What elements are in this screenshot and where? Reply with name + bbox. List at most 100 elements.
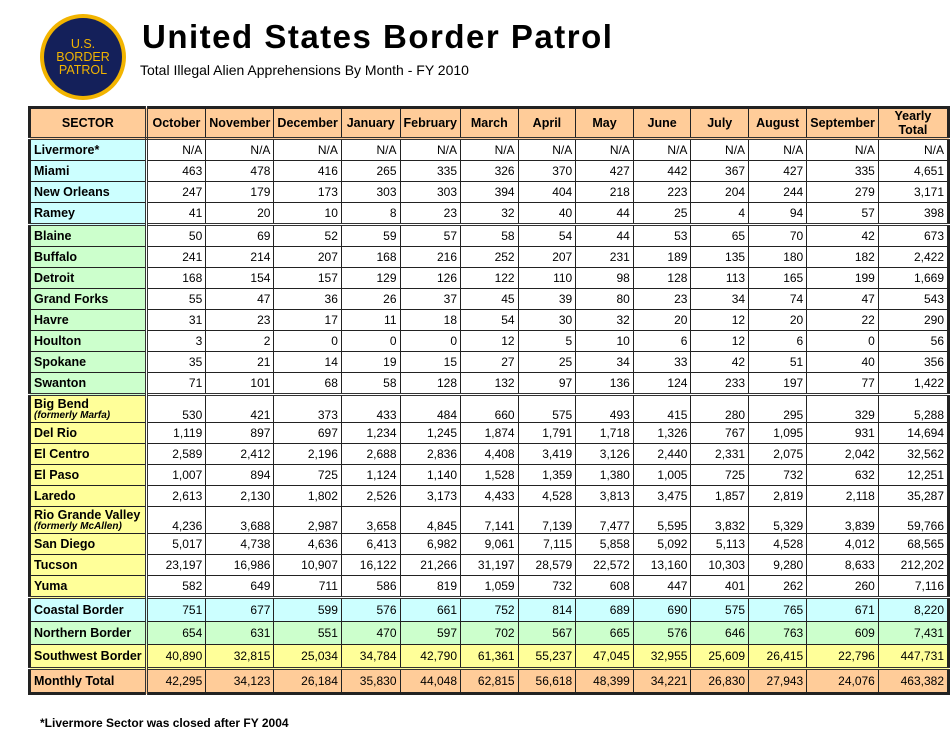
month-value-cell: 394: [460, 181, 519, 203]
month-value-cell: 2,130: [205, 485, 275, 507]
table-row: Monthly Total 42,295 34,123 26,184 35,830 44,…: [29, 667, 950, 694]
month-value-cell: 0: [340, 330, 401, 352]
sector-name: El Centro: [29, 443, 148, 465]
month-value-cell: 10,303: [690, 554, 750, 576]
month-value-cell: 26,415: [748, 644, 808, 669]
table-row: Livermore* N/A N/A N/A N/A N/A N/A N/A N/A N/A N/A…: [29, 138, 950, 161]
table-row: Houlton 3 2 0 0 0 12 5 10 6 12 6 0 56: [29, 330, 950, 352]
month-value-cell: 10: [273, 202, 342, 225]
sector-label: Tucson: [34, 558, 78, 572]
month-value-cell: 197: [748, 372, 808, 395]
month-value-cell: 33: [632, 351, 692, 373]
table-row: San Diego 5,017 4,738 4,636 6,413 6,982 9,061 7…: [29, 533, 950, 555]
sector-label: Swanton: [34, 376, 87, 390]
month-value-cell: 767: [690, 422, 750, 444]
month-value-cell: 3,419: [517, 443, 577, 465]
month-value-cell: 725: [273, 464, 342, 486]
month-value-cell: 646: [690, 621, 750, 645]
yearly-total-cell: 463,382: [877, 667, 950, 694]
month-value-cell: 484: [399, 393, 461, 423]
sector-label: Detroit: [34, 271, 75, 285]
month-value-cell: 1,140: [399, 464, 461, 486]
month-value-cell: 34: [690, 288, 750, 310]
month-value-cell: 12: [460, 330, 519, 352]
sector-label: Yuma: [34, 579, 68, 593]
column-header: February: [399, 107, 461, 140]
month-value-cell: 18: [399, 309, 461, 331]
yearly-total-cell: 212,202: [877, 554, 950, 576]
sector-label: El Paso: [34, 468, 80, 482]
table-row: Blaine 50 69 52 59 57 58 54 44 53 65 70 42 673: [29, 223, 950, 247]
table-row: Northern Border 654 631 551 470 597 702 567 665 5…: [29, 621, 950, 645]
month-value-cell: N/A: [205, 138, 275, 161]
month-value-cell: 6,982: [399, 533, 461, 555]
month-value-cell: 732: [517, 575, 577, 598]
month-value-cell: 3,839: [806, 506, 879, 534]
month-value-cell: 370: [517, 160, 577, 182]
month-value-cell: 530: [145, 393, 207, 423]
column-header: January: [340, 107, 401, 140]
month-value-cell: 77: [806, 372, 879, 395]
month-value-cell: 54: [517, 223, 577, 247]
month-value-cell: 2,987: [273, 506, 342, 534]
month-value-cell: 2,819: [748, 485, 808, 507]
month-value-cell: 575: [517, 393, 577, 423]
month-value-cell: 40: [806, 351, 879, 373]
yearly-total-cell: 4,651: [877, 160, 950, 182]
month-value-cell: 551: [273, 621, 342, 645]
table-header-row: SECTOR October November December January Febr…: [29, 107, 950, 140]
month-value-cell: N/A: [399, 138, 461, 161]
month-value-cell: N/A: [340, 138, 401, 161]
column-header: April: [517, 107, 577, 140]
month-value-cell: 2,118: [806, 485, 879, 507]
month-value-cell: 1,095: [748, 422, 808, 444]
table-row: Rio Grande Valley (formerly McAllen) 4,236…: [29, 506, 950, 534]
sector-name: Houlton: [29, 330, 148, 352]
sector-label: Big Bend: [34, 397, 89, 411]
month-value-cell: 7,477: [575, 506, 634, 534]
yearly-total-cell: 447,731: [877, 644, 950, 669]
month-value-cell: 20: [748, 309, 808, 331]
month-value-cell: 241: [145, 246, 207, 268]
month-value-cell: 599: [273, 596, 342, 622]
month-value-cell: 56,618: [517, 667, 577, 694]
yearly-total-cell: 290: [877, 309, 950, 331]
month-value-cell: 173: [273, 181, 342, 203]
month-value-cell: 25: [517, 351, 577, 373]
month-value-cell: 4,528: [748, 533, 808, 555]
month-value-cell: 586: [340, 575, 401, 598]
sector-label: Blaine: [34, 229, 72, 243]
month-value-cell: 223: [632, 181, 692, 203]
month-value-cell: 260: [806, 575, 879, 598]
month-value-cell: 36: [273, 288, 342, 310]
sector-label: Rio Grande Valley: [34, 508, 141, 522]
month-value-cell: 2,042: [806, 443, 879, 465]
month-value-cell: 244: [748, 181, 808, 203]
logo-text-us: U.S.: [70, 36, 96, 51]
month-value-cell: 421: [205, 393, 275, 423]
month-value-cell: 1,874: [460, 422, 519, 444]
month-value-cell: 42: [690, 351, 750, 373]
sector-former-name: (formerly McAllen): [34, 521, 122, 532]
month-value-cell: 447: [632, 575, 692, 598]
month-value-cell: 50: [145, 223, 207, 247]
month-value-cell: 442: [632, 160, 692, 182]
column-header: September: [806, 107, 879, 140]
month-value-cell: 51: [748, 351, 808, 373]
page-title: United States Border Patrol: [142, 18, 614, 55]
month-value-cell: 31: [145, 309, 207, 331]
month-value-cell: 132: [460, 372, 519, 395]
month-value-cell: 199: [806, 267, 879, 289]
sector-name: El Paso: [29, 464, 148, 486]
sector-label: Havre: [34, 313, 69, 327]
month-value-cell: 265: [340, 160, 401, 182]
month-value-cell: 697: [273, 422, 342, 444]
month-value-cell: 57: [806, 202, 879, 225]
month-value-cell: 21,266: [399, 554, 461, 576]
month-value-cell: 1,528: [460, 464, 519, 486]
month-value-cell: 711: [273, 575, 342, 598]
month-value-cell: 113: [690, 267, 750, 289]
month-value-cell: 3,813: [575, 485, 634, 507]
month-value-cell: 1,380: [575, 464, 634, 486]
month-value-cell: 4,636: [273, 533, 342, 555]
